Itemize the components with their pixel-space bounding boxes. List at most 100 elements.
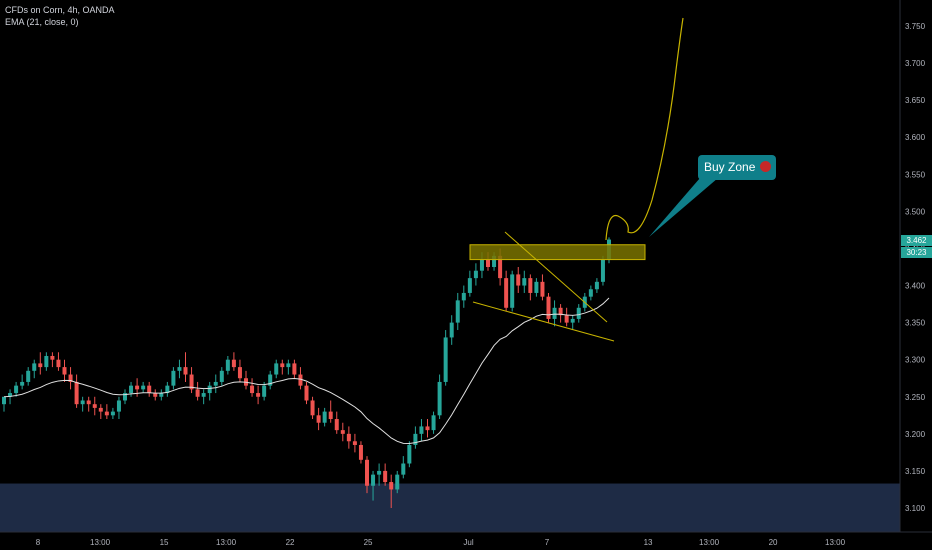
candle-body [129, 386, 133, 393]
bull-icon [760, 161, 771, 172]
time-tick-label: 7 [545, 538, 550, 547]
candle-body [432, 415, 436, 430]
price-tick-label: 3.400 [905, 282, 926, 291]
time-tick-label: 25 [364, 538, 373, 547]
price-tick-label: 3.600 [905, 133, 926, 142]
candle-body [153, 393, 157, 397]
candle-body [534, 282, 538, 293]
candle-body [177, 367, 181, 371]
candle-body [347, 434, 351, 441]
time-tick-label: 22 [286, 538, 295, 547]
symbol-title[interactable]: CFDs on Corn, 4h, OANDA [5, 4, 115, 16]
candle-body [438, 382, 442, 415]
candle-body [456, 300, 460, 322]
candle-body [601, 260, 605, 282]
candle-body [407, 445, 411, 464]
candle-body [540, 282, 544, 297]
candle-body [111, 412, 115, 416]
candle-body [311, 400, 315, 415]
candle-body [105, 412, 109, 416]
candle-body [577, 308, 581, 319]
candle-body [292, 363, 296, 374]
candle-body [220, 371, 224, 382]
candle-body [87, 400, 91, 404]
candle-body [359, 445, 363, 460]
buy-zone-callout[interactable]: Buy Zone [698, 155, 776, 180]
price-tick-label: 3.150 [905, 467, 926, 476]
bar-countdown-badge: 30:23 [901, 247, 932, 258]
resistance-zone-box [470, 245, 645, 260]
candle-body [383, 471, 387, 482]
chart-legend: CFDs on Corn, 4h, OANDA EMA (21, close, … [5, 4, 115, 28]
candle-body [341, 430, 345, 434]
candle-body [450, 323, 454, 338]
candle-body [305, 386, 309, 401]
candle-body [135, 386, 139, 390]
candle-body [426, 426, 430, 430]
candle-body [419, 426, 423, 433]
candle-body [171, 371, 175, 386]
candle-body [286, 363, 290, 367]
candle-body [280, 363, 284, 367]
candle-body [226, 360, 230, 371]
price-tick-label: 3.750 [905, 22, 926, 31]
candle-body [516, 274, 520, 285]
ema-indicator-label[interactable]: EMA (21, close, 0) [5, 16, 115, 28]
candle-body [571, 319, 575, 323]
candle-body [196, 389, 200, 396]
candle-body [38, 363, 42, 367]
candle-body [93, 404, 97, 408]
buy-zone-label: Buy Zone [704, 160, 755, 174]
candle-body [75, 382, 79, 404]
candle-body [147, 386, 151, 393]
price-tick-label: 3.300 [905, 356, 926, 365]
candle-body [553, 308, 557, 319]
price-tick-label: 3.350 [905, 319, 926, 328]
candle-body [63, 367, 67, 374]
price-tick-label: 3.650 [905, 96, 926, 105]
candle-body [510, 274, 514, 307]
candle-body [365, 460, 369, 486]
candle-body [262, 386, 266, 397]
last-price-badge: 3.462 [901, 235, 932, 246]
candle-body [468, 278, 472, 293]
candle-body [99, 408, 103, 412]
time-tick-label: 13:00 [216, 538, 237, 547]
price-tick-label: 3.250 [905, 393, 926, 402]
candle-body [595, 282, 599, 289]
candle-body [371, 475, 375, 486]
candle-body [317, 415, 321, 422]
candle-body [232, 360, 236, 367]
candle-body [377, 471, 381, 475]
candle-body [44, 356, 48, 367]
price-tick-label: 3.200 [905, 430, 926, 439]
candle-body [486, 260, 490, 267]
candle-body [256, 393, 260, 397]
candle-body [589, 289, 593, 296]
candle-body [335, 419, 339, 430]
time-tick-label: 13:00 [90, 538, 111, 547]
time-tick-label: 8 [36, 538, 41, 547]
candle-body [395, 475, 399, 490]
candle-body [141, 386, 145, 390]
candle-body [565, 315, 569, 322]
candle-body [504, 278, 508, 308]
candle-body [2, 397, 6, 404]
candle-body [547, 297, 551, 319]
demand-zone-band [0, 484, 900, 532]
candle-body [184, 367, 188, 374]
candle-body [50, 356, 54, 360]
candle-body [401, 464, 405, 475]
time-tick-label: 20 [769, 538, 778, 547]
price-tick-label: 3.100 [905, 504, 926, 513]
candle-body [238, 367, 242, 378]
candle-body [117, 400, 121, 411]
candle-body [474, 271, 478, 278]
candle-body [202, 393, 206, 397]
candle-body [528, 278, 532, 293]
time-tick-label: 13:00 [825, 538, 846, 547]
candle-body [26, 371, 30, 382]
candle-body [323, 412, 327, 423]
